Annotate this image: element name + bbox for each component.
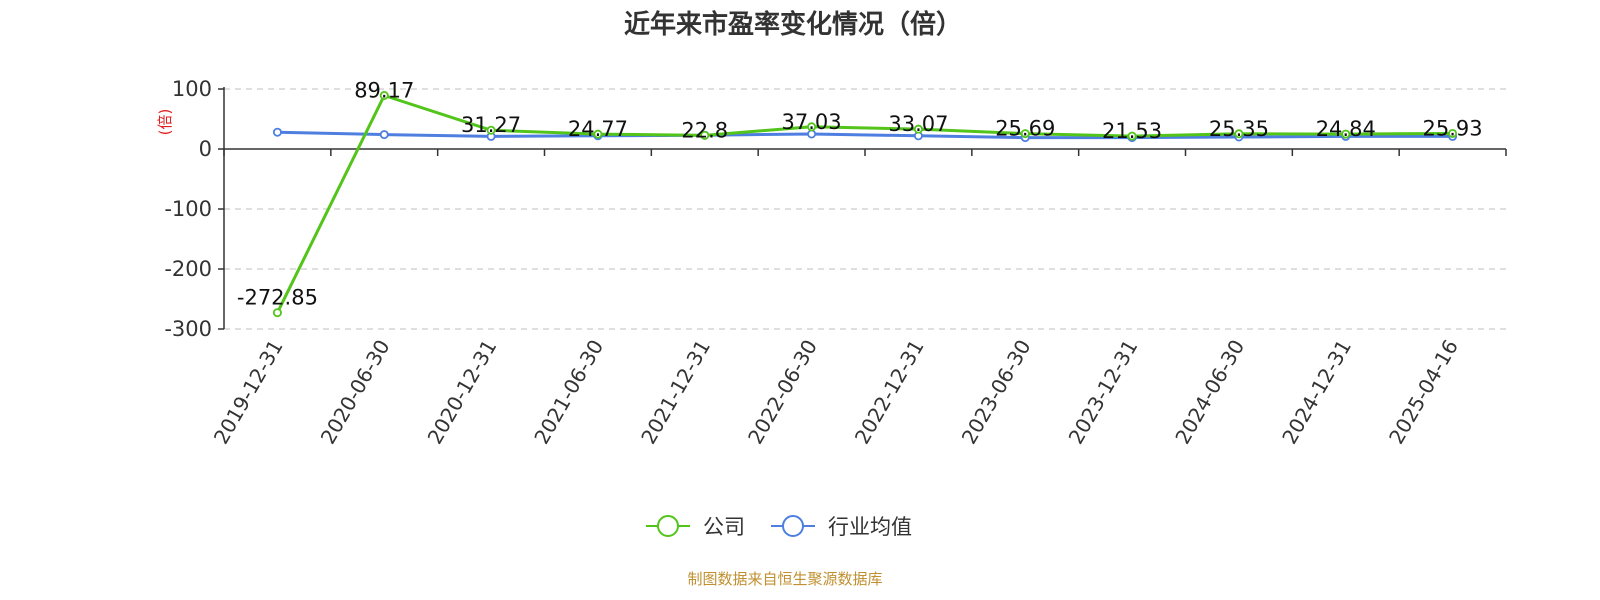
company-point[interactable] [807,122,817,132]
data-label: 21.53 [1102,119,1162,143]
company-point[interactable] [1234,129,1244,139]
x-tick-label: 2022-06-30 [743,336,822,449]
legend-marker [657,515,679,537]
industry-point[interactable] [379,130,389,140]
y-tick-labels: 100 0 -100 -200 -300 [164,77,212,341]
x-tick-labels: 2019-12-31 2020-06-30 2020-12-31 2021-06-30… [209,336,1463,449]
company-point[interactable] [379,90,389,100]
legend-label: 行业均值 [828,515,912,539]
x-tick-label: 2020-06-30 [316,336,395,449]
x-tick-label: 2024-06-30 [1170,336,1249,449]
data-label: 24.77 [568,117,628,141]
axes [218,87,1507,330]
data-label: 33.07 [888,112,948,136]
company-point[interactable] [913,124,923,134]
y-tick-label: -200 [164,257,212,281]
y-tick-label: 100 [172,77,212,101]
x-tick-label: 2021-12-31 [636,336,715,449]
legend[interactable]: 公司 行业均值 [646,515,912,539]
y-tick-label: -100 [164,197,212,221]
y-tick-label: -300 [164,317,212,341]
data-labels: -272.85 89.17 31.27 24.77 22.8 37.03 33.07 25.6… [237,78,1483,309]
company-point[interactable] [486,125,496,135]
data-label: 37.03 [782,110,842,134]
x-tick-label: 2023-06-30 [957,336,1036,449]
chart-title: 近年来市盈率变化情况（倍） [624,9,962,40]
grid-lines [224,88,1506,330]
x-tick-label: 2024-12-31 [1277,336,1356,449]
data-label: 25.93 [1423,116,1483,140]
data-label: 22.8 [681,118,728,142]
y-tick-label: 0 [199,137,212,161]
source-note: 制图数据来自恒生聚源数据库 [687,570,882,588]
data-label: 25.69 [995,117,1055,141]
legend-item-industry[interactable]: 行业均值 [771,515,912,539]
industry-point[interactable] [272,127,282,137]
company-point[interactable] [272,308,282,318]
industry-series-line [277,130,1453,140]
x-tick-label: 2025-04-16 [1384,336,1463,449]
data-label: 31.27 [461,113,521,137]
x-tick-label: 2023-12-31 [1064,336,1143,449]
x-tick-label: 2020-12-31 [423,336,502,449]
legend-label: 公司 [703,515,745,539]
company-point[interactable] [1020,129,1030,139]
company-point[interactable] [1341,129,1351,139]
data-label: -272.85 [237,286,318,310]
data-label: 24.84 [1316,117,1376,141]
data-label: 25.35 [1209,117,1269,141]
company-point[interactable] [1448,128,1458,138]
company-series-line [276,93,1453,314]
y-axis-label: (倍) [156,109,174,136]
x-tick-label: 2021-06-30 [529,336,608,449]
legend-item-company[interactable]: 公司 [646,515,745,539]
company-point[interactable] [700,130,710,140]
legend-marker [782,515,804,537]
x-tick-label: 2022-12-31 [850,336,929,449]
company-point[interactable] [1127,131,1137,141]
data-label: 89.17 [354,78,414,102]
company-point[interactable] [593,129,603,139]
x-tick-label: 2019-12-31 [209,336,288,449]
series-layer [272,90,1458,318]
